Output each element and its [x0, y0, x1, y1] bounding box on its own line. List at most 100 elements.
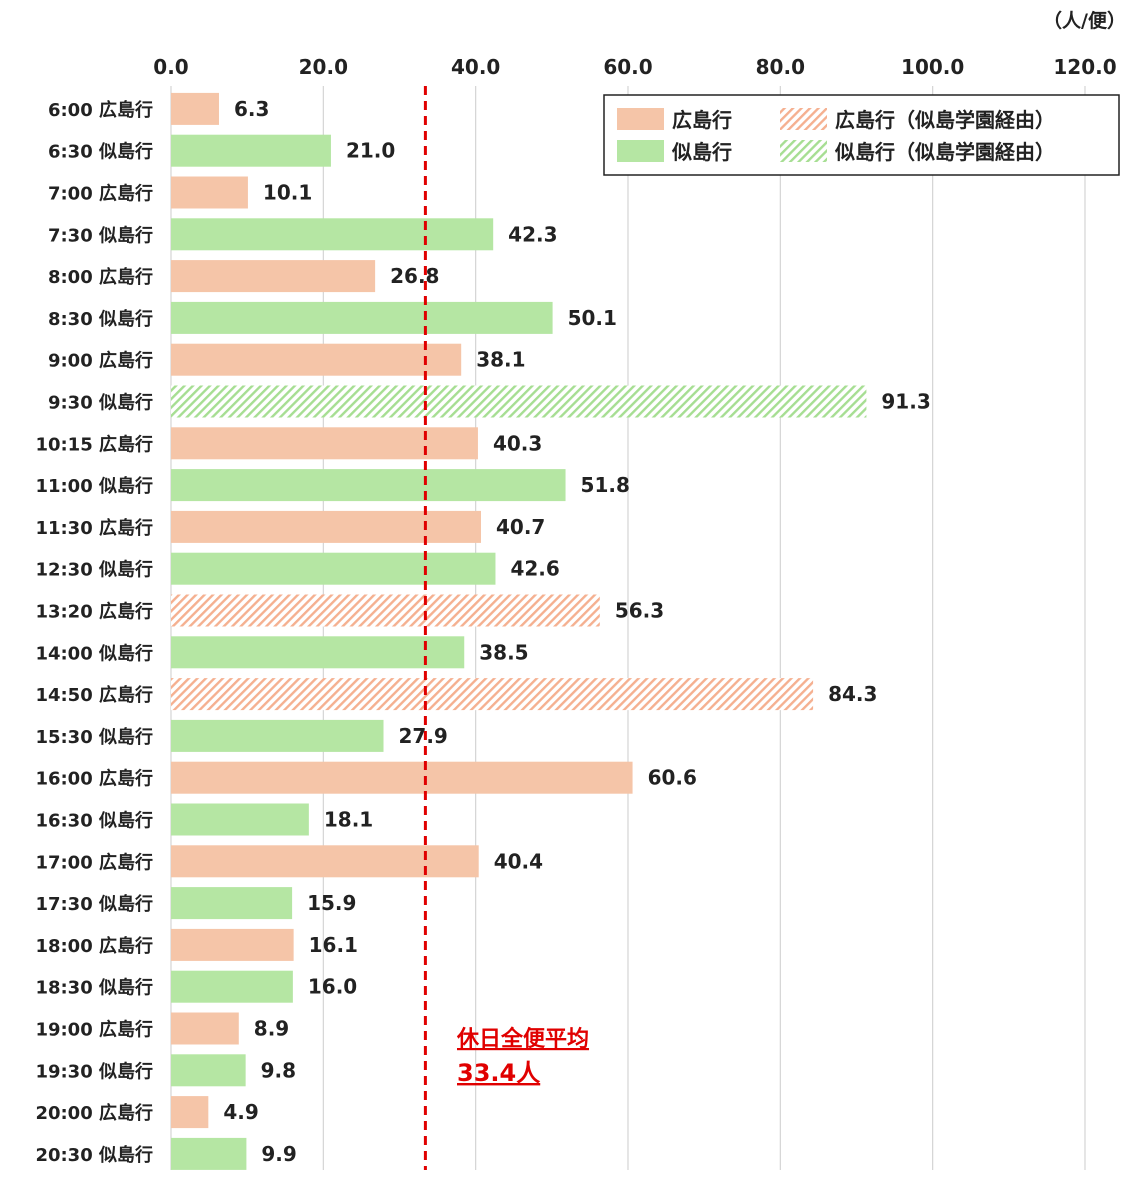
category-label: 8:00 広島行	[48, 266, 153, 288]
data-label: 6.3	[234, 97, 269, 121]
bar	[171, 343, 462, 376]
category-label: 8:30 似島行	[48, 308, 153, 330]
bar	[171, 719, 384, 752]
x-tick-label: 60.0	[603, 55, 652, 79]
bar	[171, 594, 600, 627]
data-label: 51.8	[581, 473, 630, 497]
bar	[171, 803, 309, 836]
data-label: 4.9	[223, 1100, 258, 1124]
data-label: 9.9	[261, 1142, 296, 1166]
bar	[171, 887, 293, 920]
bar	[171, 260, 376, 293]
data-label: 91.3	[881, 390, 930, 414]
x-tick-label: 40.0	[451, 55, 500, 79]
category-label: 9:30 似島行	[48, 392, 153, 414]
bar	[171, 301, 553, 334]
legend-swatch	[617, 140, 664, 162]
x-tick-label: 20.0	[299, 55, 348, 79]
average-label-value: 33.4人	[457, 1059, 540, 1087]
x-axis-ticks: 0.0 20.0 40.0 60.0 80.0 100.0 120.0	[153, 55, 1116, 79]
data-label: 38.5	[479, 640, 528, 664]
data-label: 84.3	[828, 682, 877, 706]
bar	[171, 176, 248, 209]
bar	[171, 552, 496, 585]
legend: 広島行 広島行（似島学園経由） 似島行 似島行（似島学園経由）	[603, 94, 1120, 176]
x-tick-label: 100.0	[901, 55, 964, 79]
data-label: 60.6	[648, 766, 697, 790]
data-label: 50.1	[568, 306, 617, 330]
average-line-group: 休日全便平均 33.4人	[423, 86, 589, 1170]
category-label: 6:30 似島行	[48, 141, 153, 163]
legend-label: 広島行	[672, 108, 732, 132]
bar	[171, 510, 481, 543]
category-labels: 6:00 広島行 6:30 似島行 7:00 広島行 7:30 似島行 8:00 広島行…	[35, 99, 153, 1166]
data-label: 40.3	[493, 431, 542, 455]
category-label: 11:30 広島行	[35, 517, 153, 539]
data-label: 8.9	[254, 1017, 289, 1041]
data-label: 42.6	[510, 557, 559, 581]
category-label: 14:00 似島行	[35, 642, 153, 664]
bar	[171, 1054, 246, 1087]
legend-box	[603, 94, 1120, 176]
category-label: 11:00 似島行	[35, 475, 153, 497]
data-label: 40.4	[494, 849, 543, 873]
bar	[171, 1137, 247, 1170]
category-label: 19:30 似島行	[35, 1060, 153, 1082]
x-tick-label: 120.0	[1053, 55, 1116, 79]
data-label: 40.7	[496, 515, 545, 539]
value-labels: 6.3 21.0 10.1 42.3 26.8 50.1 38.1 91.3 40.3 51.8 4…	[223, 97, 930, 1166]
data-label: 21.0	[346, 139, 395, 163]
data-label: 16.0	[308, 975, 357, 999]
bar	[171, 970, 293, 1003]
bar	[171, 469, 566, 502]
legend-label: 似島行	[671, 140, 732, 164]
category-label: 15:30 似島行	[35, 726, 153, 748]
category-label: 19:00 広島行	[35, 1019, 153, 1041]
bar	[171, 845, 479, 878]
bar	[171, 1012, 239, 1045]
bar	[171, 385, 867, 418]
bar	[171, 134, 331, 167]
category-label: 16:30 似島行	[35, 810, 153, 832]
category-label: 20:30 似島行	[35, 1144, 153, 1166]
average-label-title: 休日全便平均	[456, 1026, 589, 1052]
data-label: 10.1	[263, 181, 312, 205]
legend-swatch	[617, 108, 664, 130]
bars	[171, 92, 867, 1170]
bar	[171, 427, 478, 460]
bar	[171, 761, 633, 794]
bar	[171, 928, 294, 961]
data-label: 15.9	[307, 891, 356, 915]
category-label: 9:00 広島行	[48, 350, 153, 372]
data-label: 56.3	[615, 599, 664, 623]
unit-label: （人/便）	[1043, 9, 1126, 32]
category-label: 7:00 広島行	[48, 183, 153, 205]
data-label: 16.1	[309, 933, 358, 957]
data-label: 18.1	[324, 808, 373, 832]
category-label: 6:00 広島行	[48, 99, 153, 121]
legend-swatch	[780, 108, 827, 130]
category-label: 17:30 似島行	[35, 893, 153, 915]
category-label: 13:20 広島行	[35, 601, 153, 623]
category-label: 18:00 広島行	[35, 935, 153, 957]
category-label: 18:30 似島行	[35, 977, 153, 999]
category-label: 17:00 広島行	[35, 851, 153, 873]
category-label: 14:50 広島行	[35, 684, 153, 706]
bar	[171, 678, 814, 711]
legend-label: 似島行（似島学園経由）	[834, 140, 1055, 164]
category-label: 7:30 似島行	[48, 224, 153, 246]
legend-label: 広島行（似島学園経由）	[835, 108, 1055, 132]
category-label: 12:30 似島行	[35, 559, 153, 581]
category-label: 16:00 広島行	[35, 768, 153, 790]
data-label: 42.3	[508, 222, 557, 246]
x-tick-label: 80.0	[756, 55, 805, 79]
x-tick-label: 0.0	[153, 55, 188, 79]
data-label: 27.9	[399, 724, 448, 748]
data-label: 38.1	[476, 348, 525, 372]
bar	[171, 1096, 209, 1129]
category-label: 20:00 広島行	[35, 1102, 153, 1124]
data-label: 26.8	[390, 264, 439, 288]
data-label: 9.8	[261, 1058, 296, 1082]
bar	[171, 218, 494, 251]
